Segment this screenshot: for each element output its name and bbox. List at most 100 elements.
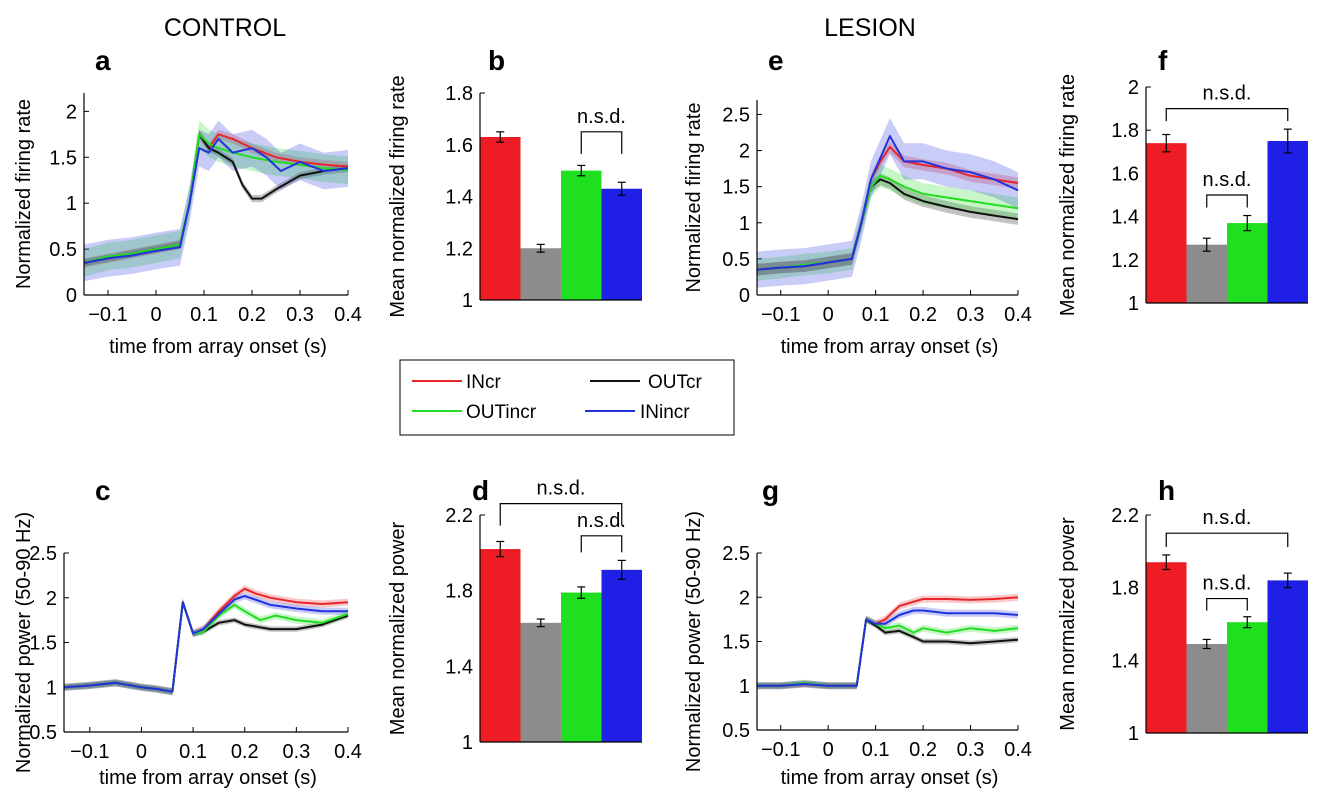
y-tick-label: 0.5 xyxy=(49,239,77,261)
series-line-INincr xyxy=(83,137,349,264)
y-axis-label: Normalized firing rate xyxy=(683,102,705,292)
panel-letter-d: d xyxy=(472,475,489,506)
y-tick-label: 2 xyxy=(1128,77,1139,99)
y-tick-label: 1 xyxy=(462,732,473,754)
error-bar-incr xyxy=(496,540,505,558)
error-bar-outcr xyxy=(1202,237,1211,252)
x-tick-label: 0.4 xyxy=(334,304,362,326)
y-tick-label: 1 xyxy=(46,677,57,699)
series-band-OUTincr xyxy=(757,615,1018,690)
x-tick-label: 0 xyxy=(823,304,834,326)
y-tick-label: 1.8 xyxy=(445,581,473,603)
y-tick-label: 0.5 xyxy=(722,720,750,742)
y-tick-label: 2 xyxy=(739,587,750,609)
bar-outcr xyxy=(520,622,561,742)
lesion-header: LESION xyxy=(824,14,916,42)
bracket-label: n.s.d. xyxy=(1203,573,1252,595)
x-tick-label: 0.1 xyxy=(862,304,890,326)
series-band-OUTincr xyxy=(84,120,348,277)
x-tick-label: 0.2 xyxy=(231,741,259,763)
x-tick-label: 0 xyxy=(136,741,147,763)
y-tick-label: 1.5 xyxy=(29,633,57,655)
x-tick-label: 0.3 xyxy=(957,304,985,326)
series-band-OUTcr xyxy=(757,616,1018,689)
bracket-label: n.s.d. xyxy=(1203,83,1252,105)
y-tick-label: 1 xyxy=(739,676,750,698)
series-line-INincr xyxy=(63,595,348,693)
bar-outincr xyxy=(561,592,602,742)
y-tick-label: 2 xyxy=(66,101,77,123)
y-tick-label: 1 xyxy=(1128,723,1139,745)
x-tick-label: 0.1 xyxy=(862,739,890,761)
y-tick-label: 2.2 xyxy=(445,505,473,527)
error-bar-outincr xyxy=(1243,214,1252,232)
series-band-INcr xyxy=(84,129,348,268)
error-bar-outcr xyxy=(536,243,545,253)
significance-bracket: n.s.d. xyxy=(499,478,623,526)
x-tick-label: 0.3 xyxy=(957,739,985,761)
y-tick-label: 1 xyxy=(66,193,77,215)
series-line-INincr xyxy=(756,135,1019,271)
series-line-OUTcr xyxy=(63,601,349,693)
panel-g: g Normalized power (50-90 Hz) 0.5 1 1.5 2 2.5 −… xyxy=(683,475,1032,789)
panel-b: b Mean normalized firing rate 1 1.2 1.4 1.6 1.… xyxy=(387,45,642,318)
significance-bracket: n.s.d. xyxy=(1203,573,1252,611)
error-bar-incr xyxy=(496,131,505,143)
y-tick-label: 2.5 xyxy=(722,104,750,126)
series-band-INcr xyxy=(757,141,1018,276)
bar-outcr xyxy=(1186,244,1227,303)
y-tick-label: 1.4 xyxy=(445,656,473,678)
x-axis-label: time from array onset (s) xyxy=(99,767,317,789)
panel-letter-e: e xyxy=(768,45,784,76)
panel-f: f Mean normalized firing rate 1 1.2 1.4 1.6 1.… xyxy=(1057,45,1308,316)
panel-a: a Normalized firing rate 0 0.5 1 1.5 2 −0.1 0 0.1… xyxy=(13,45,362,358)
y-tick-label: 1.5 xyxy=(722,177,750,199)
y-tick-label: 1.5 xyxy=(49,147,77,169)
legend-label-inincr: INincr xyxy=(640,402,690,423)
x-tick-label: 0.4 xyxy=(334,741,362,763)
y-axis-label: Mean normalized firing rate xyxy=(1057,74,1079,316)
error-bar-outincr xyxy=(577,164,586,177)
x-tick-label: 0.1 xyxy=(179,741,207,763)
x-tick-label: −0.1 xyxy=(761,739,800,761)
series-band-OUTincr xyxy=(757,165,1018,281)
panel-h: h Mean normalized power 1 1.4 1.8 2.2 n.s.d. n.… xyxy=(1057,475,1308,745)
x-axis-label: time from array onset (s) xyxy=(781,336,999,358)
y-tick-label: 1.8 xyxy=(1111,578,1139,600)
y-tick-label: 0 xyxy=(66,285,77,307)
y-tick-label: 1.2 xyxy=(445,238,473,260)
bracket-label: n.s.d. xyxy=(1203,169,1252,191)
y-tick-label: 1.4 xyxy=(1111,650,1139,672)
series-line-OUTincr xyxy=(83,133,349,264)
series-line-INincr xyxy=(757,609,1019,687)
x-tick-label: 0.2 xyxy=(909,739,937,761)
y-tick-label: 2 xyxy=(739,141,750,163)
bar-incr xyxy=(1146,143,1187,303)
y-tick-label: 1 xyxy=(1128,293,1139,315)
legend: INcr OUTcr OUTincr INincr xyxy=(399,359,735,436)
y-axis-label: Mean normalized firing rate xyxy=(387,75,409,317)
y-tick-label: 1.4 xyxy=(1111,207,1139,229)
series-band-INcr xyxy=(64,585,348,696)
bar-incr xyxy=(480,136,521,300)
error-bar-incr xyxy=(1162,554,1171,571)
legend-label-outcr: OUTcr xyxy=(648,372,703,393)
y-axis-label: Normalized power (50-90 Hz) xyxy=(683,511,705,772)
x-tick-label: 0 xyxy=(823,739,834,761)
x-tick-label: 0.3 xyxy=(286,304,314,326)
error-bar-inincr xyxy=(1283,572,1292,589)
y-tick-label: 2.5 xyxy=(722,543,750,565)
y-axis-label: Mean normalized power xyxy=(1057,517,1079,731)
y-tick-label: 1.4 xyxy=(445,187,473,209)
series-band-INincr xyxy=(64,592,348,696)
control-header: CONTROL xyxy=(164,14,286,42)
y-tick-label: 0 xyxy=(739,285,750,307)
bar-inincr xyxy=(1267,580,1308,733)
series-band-OUTcr xyxy=(757,173,1018,276)
y-axis-label: Normalized firing rate xyxy=(13,99,35,289)
y-tick-label: 1.5 xyxy=(722,632,750,654)
error-bar-outcr xyxy=(1202,638,1211,650)
panel-letter-c: c xyxy=(95,475,111,506)
bracket-label: n.s.d. xyxy=(577,106,626,128)
